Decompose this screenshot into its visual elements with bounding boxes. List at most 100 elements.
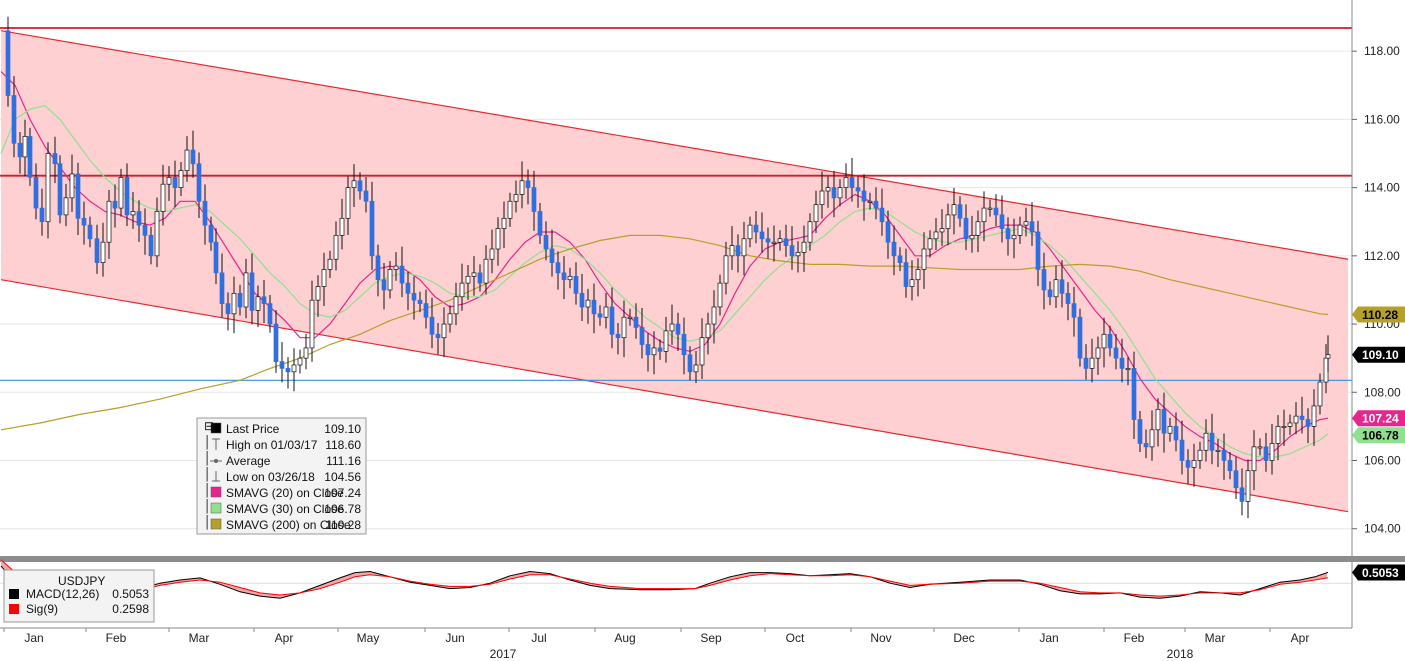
month-label: Apr <box>1291 631 1310 645</box>
candle-body <box>771 241 777 244</box>
candle-body <box>489 248 495 260</box>
candle-body <box>453 296 459 315</box>
candle-body <box>855 187 861 192</box>
month-label: Mar <box>189 631 210 645</box>
legend-label: SMAVG (20) on Close <box>226 486 344 500</box>
time-axis-months: Jan Feb Mar Apr May Jun Jul Aug Sep Oct Nov Dec Jan F… <box>3 628 1310 645</box>
legend-swatch <box>210 518 222 530</box>
horizontal-levels <box>0 27 1352 381</box>
candle-body <box>81 217 87 226</box>
month-label: Sep <box>700 631 722 645</box>
candle-body <box>1095 347 1101 359</box>
candle-body <box>22 136 28 158</box>
candle-body <box>927 238 933 250</box>
legend-label: SMAVG (200) on Close <box>226 518 351 532</box>
last-value-tags: 110.28 109.10 107.24 106.78 <box>1352 306 1405 444</box>
candle-body <box>1299 415 1305 420</box>
candle-body <box>879 207 885 223</box>
legend-swatch <box>210 502 222 514</box>
candle-body <box>825 187 831 192</box>
candle-body <box>1059 279 1065 294</box>
candle-body <box>1035 231 1041 270</box>
candle-body <box>1065 292 1071 304</box>
candle-body <box>633 316 639 328</box>
candle-body <box>130 211 136 216</box>
month-label: Feb <box>106 631 127 645</box>
candle-body <box>741 238 747 257</box>
candle-body <box>1131 368 1137 420</box>
legend-value: 110.28 <box>325 518 361 532</box>
candle-body <box>1227 460 1233 472</box>
candle-body <box>285 368 291 373</box>
macd-legend-swatch <box>9 589 19 599</box>
candle-body <box>5 30 11 96</box>
candle-body <box>459 282 465 298</box>
candle-body <box>381 279 387 291</box>
candle-body <box>1161 408 1167 434</box>
price-tick-label: 116.00 <box>1364 112 1400 126</box>
candle-body <box>555 262 561 274</box>
candle-body <box>33 177 39 209</box>
candle-body <box>166 177 172 185</box>
price-legend-box <box>196 417 367 535</box>
candle-body <box>1149 429 1155 448</box>
candle-body <box>237 292 243 308</box>
candle-body <box>1101 333 1107 349</box>
candle-body <box>609 306 615 335</box>
candle-body <box>172 177 178 188</box>
candle-body <box>27 136 33 178</box>
legend-expander-icon: │ <box>204 435 212 450</box>
candle-body <box>465 275 471 284</box>
candle-body <box>759 231 765 240</box>
macd-legend-swatch <box>9 604 19 614</box>
candle-body <box>963 217 969 240</box>
candle-body <box>975 221 981 236</box>
legend-expander-icon: │ <box>204 467 212 482</box>
candle-body <box>363 190 369 202</box>
candle-body <box>909 279 915 287</box>
candle-body <box>693 364 699 373</box>
price-legend: ⊟ Last Price 109.10 │ High on 01/03/17 118.60… <box>196 417 367 535</box>
candle-body <box>1155 408 1161 431</box>
macd-legend-value: 0.5053 <box>112 587 149 601</box>
channel-lower-line <box>0 279 1349 513</box>
legend-expander-icon: ⊟ <box>204 419 214 433</box>
candle-body <box>915 269 921 281</box>
macd-tag-label: 0.5053 <box>1362 566 1399 580</box>
candle-body <box>39 207 45 223</box>
candle-body <box>705 323 711 339</box>
last-value-tag <box>1352 346 1405 363</box>
candle-body <box>951 204 957 216</box>
candle-body <box>663 330 669 352</box>
candle-body <box>813 204 819 223</box>
candle-body <box>1197 449 1203 461</box>
candle-body <box>657 347 663 352</box>
macd-legend-title: USDJPY <box>58 574 105 588</box>
candle-body <box>369 200 375 257</box>
moving-average-line <box>0 234 1329 431</box>
candle-body <box>993 207 999 216</box>
candle-body <box>1137 419 1143 444</box>
candle-body <box>315 286 321 301</box>
candle-body <box>333 235 339 260</box>
candle-body <box>711 306 717 325</box>
month-label: Mar <box>1205 631 1226 645</box>
candle-body <box>345 187 351 219</box>
candle-body <box>327 258 333 270</box>
month-label: Feb <box>1124 631 1145 645</box>
candle-body <box>639 327 645 345</box>
candle-body <box>447 313 453 325</box>
month-label: Aug <box>614 631 635 645</box>
candle-body <box>1017 224 1023 236</box>
candle-body <box>495 228 501 250</box>
candle-body <box>687 354 693 373</box>
macd-last-value-tag: 0.5053 <box>1352 564 1405 581</box>
candle-body <box>75 173 81 219</box>
macd-legend-label: MACD(12,26) <box>26 587 99 601</box>
candle-body <box>837 187 843 199</box>
legend-label: High on 01/03/17 <box>226 438 318 452</box>
candle-body <box>747 224 753 240</box>
candle-body <box>267 303 273 325</box>
channel-upper-line <box>0 30 1349 260</box>
candle-body <box>1311 405 1317 427</box>
